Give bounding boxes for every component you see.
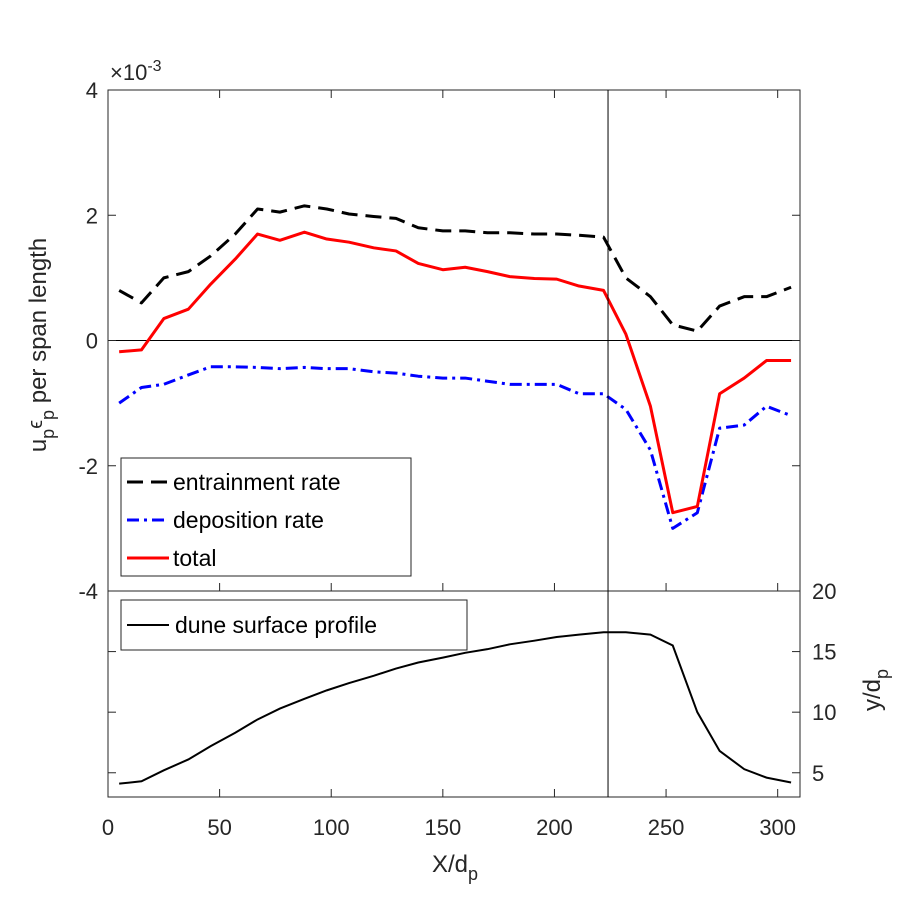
bottom-y-axis-title: y/dp <box>859 669 892 711</box>
x-tick-label: 100 <box>313 815 350 840</box>
series-line-total <box>119 230 792 515</box>
top-y-tick-label: 2 <box>86 203 98 228</box>
bottom-y-tick-label: 10 <box>812 700 836 725</box>
bottom-y-tick-label: 20 <box>812 579 836 604</box>
x-tick-label: 250 <box>648 815 685 840</box>
top-panel: -4 -2 0 2 4 entrainment rate deposition rate to… <box>78 78 801 604</box>
bottom-y-tick-label: 15 <box>812 640 836 665</box>
top-y-axis-title: upϵp per span length <box>25 238 58 452</box>
x-tick-label: 300 <box>759 815 796 840</box>
series-line-deposition-rate <box>118 365 792 530</box>
bottom-plot-frame <box>107 590 801 798</box>
x-axis-title: X/dp <box>432 851 478 884</box>
bottom-y-tick-label: 5 <box>812 761 824 786</box>
bottom-legend-box <box>120 599 468 651</box>
y-scale-multiplier: ×10-3 <box>110 58 162 85</box>
legend-label: dune surface profile <box>175 612 377 638</box>
legend-label: entrainment rate <box>173 469 340 495</box>
x-tick-label: 0 <box>102 815 114 840</box>
top-y-tick-label: 0 <box>86 329 98 354</box>
series-line-dune-surface-profile <box>119 631 792 785</box>
top-y-tick-label: -4 <box>78 579 98 604</box>
top-y-tick-label: -2 <box>78 454 98 479</box>
top-y-tick-label: 4 <box>86 78 98 103</box>
x-tick-label: 150 <box>424 815 461 840</box>
legend-label: deposition rate <box>173 507 324 533</box>
legend-label: total <box>173 545 216 571</box>
x-tick-label: 200 <box>536 815 573 840</box>
x-tick-label: 50 <box>207 815 231 840</box>
top-legend-box <box>120 457 412 577</box>
